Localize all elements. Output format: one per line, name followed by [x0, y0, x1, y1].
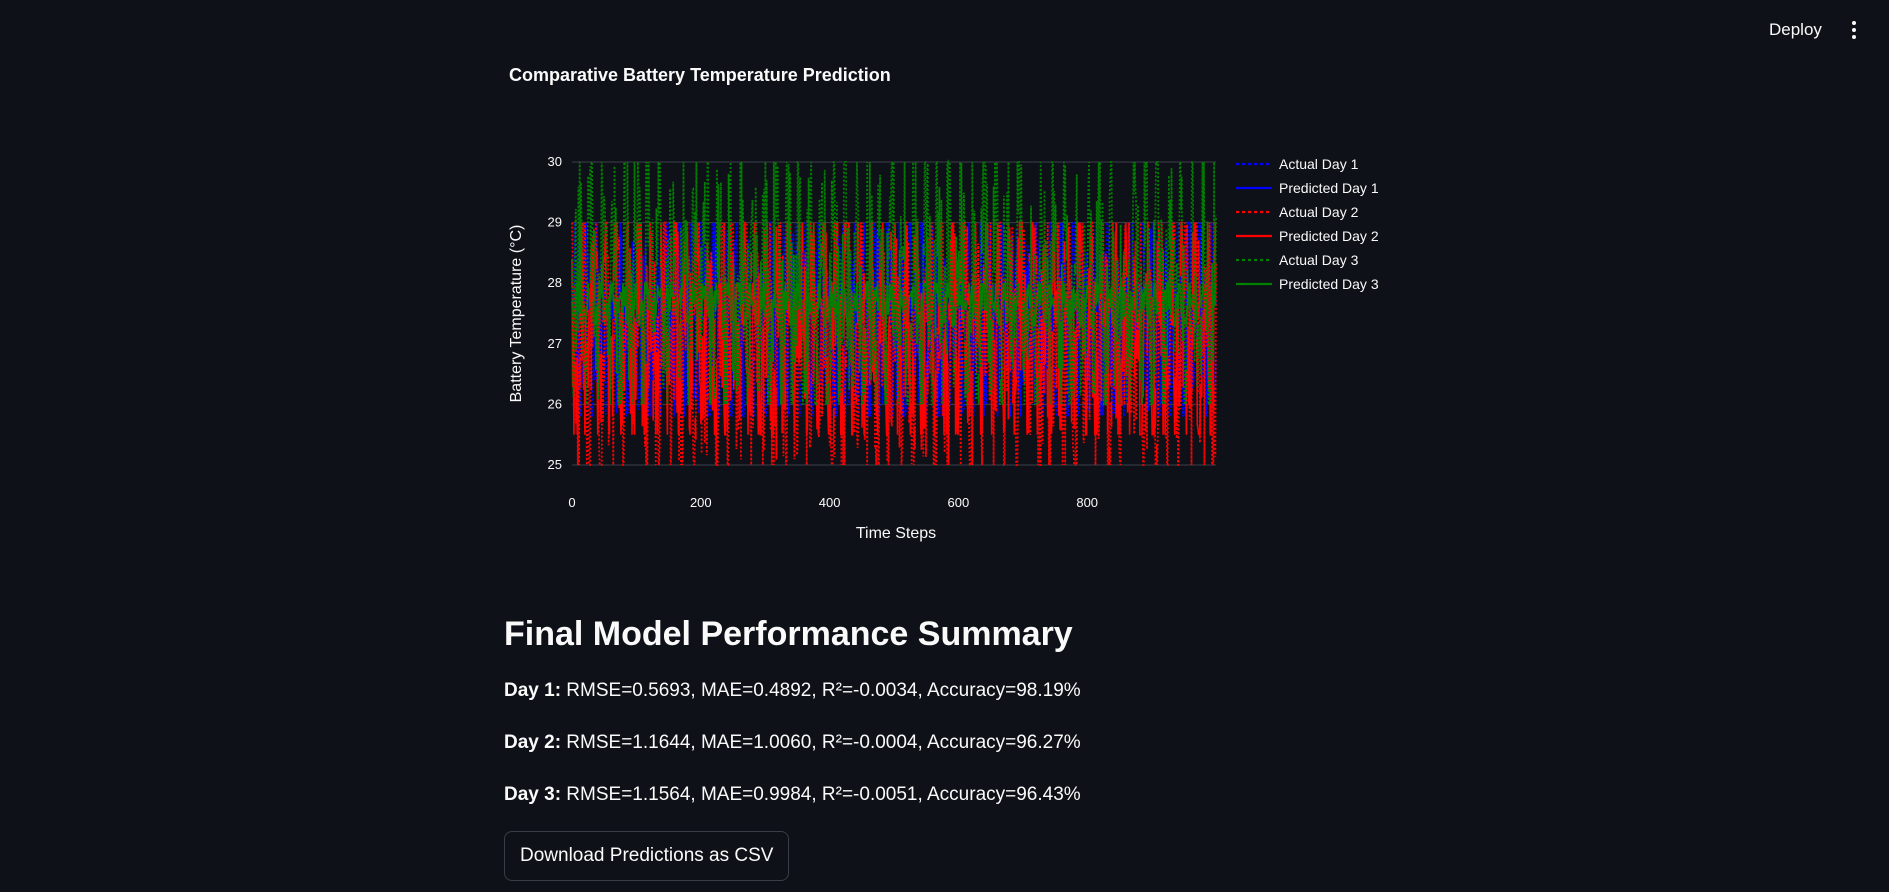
temperature-chart[interactable]: 25 26 27 28 29 30 0 200 400 600 800 Time Steps Batte…	[500, 55, 1400, 565]
legend-label: Actual Day 1	[1279, 156, 1359, 172]
metric-row-day-1: Day 1: RMSE=0.5693, MAE=0.4892, R²=-0.00…	[504, 678, 1404, 704]
summary-heading: Final Model Performance Summary	[504, 615, 1073, 653]
x-tick-label: 200	[690, 495, 712, 510]
metric-values: RMSE=1.1644, MAE=1.0060, R²=-0.0004, Acc…	[561, 732, 1081, 753]
download-csv-button[interactable]: Download Predictions as CSV	[504, 831, 790, 881]
y-tick-label: 25	[548, 457, 562, 472]
menu-dot	[1852, 35, 1856, 39]
y-tick-label: 28	[548, 275, 562, 290]
y-tick-label: 27	[548, 336, 562, 351]
series-line-actual-day-2	[571, 220, 1217, 466]
menu-dot	[1852, 21, 1856, 25]
x-tick-label: 400	[819, 495, 841, 510]
y-tick-label: 26	[548, 396, 562, 411]
deploy-button[interactable]: Deploy	[1757, 15, 1834, 45]
metric-row-day-3: Day 3: RMSE=1.1564, MAE=0.9984, R²=-0.00…	[504, 782, 1404, 808]
metric-values: RMSE=0.5693, MAE=0.4892, R²=-0.0034, Acc…	[561, 680, 1081, 701]
y-tick-label: 30	[548, 154, 562, 169]
legend-label: Predicted Day 2	[1279, 228, 1379, 244]
menu-dot	[1852, 28, 1856, 32]
metric-day-label: Day 3:	[504, 784, 562, 805]
chart-container: 25 26 27 28 29 30 0 200 400 600 800 Time Steps Batte…	[500, 55, 1400, 565]
metric-row-day-2: Day 2: RMSE=1.1644, MAE=1.0060, R²=-0.00…	[504, 730, 1404, 756]
metric-day-label: Day 1:	[504, 680, 562, 701]
x-tick-label: 800	[1076, 495, 1098, 510]
legend-label: Actual Day 2	[1279, 204, 1359, 220]
x-axis-title: Time Steps	[856, 525, 936, 542]
x-tick-label: 0	[568, 495, 575, 510]
y-axis-title: Battery Temperature (°C)	[508, 225, 525, 403]
legend-label: Predicted Day 1	[1279, 180, 1379, 196]
performance-summary: Final Model Performance Summary Day 1: R…	[504, 612, 1404, 881]
vertical-ellipsis-icon[interactable]	[1841, 15, 1867, 45]
y-tick-label: 29	[548, 215, 562, 230]
metric-day-label: Day 2:	[504, 732, 562, 753]
legend-label: Actual Day 3	[1279, 252, 1359, 268]
legend-label: Predicted Day 3	[1279, 276, 1379, 292]
x-tick-label: 600	[948, 495, 970, 510]
metric-values: RMSE=1.1564, MAE=0.9984, R²=-0.0051, Acc…	[561, 784, 1081, 805]
series-line-actual-day-3	[571, 158, 1217, 406]
chart-title: Comparative Battery Temperature Predicti…	[509, 65, 891, 85]
top-header: Deploy	[0, 0, 1889, 60]
